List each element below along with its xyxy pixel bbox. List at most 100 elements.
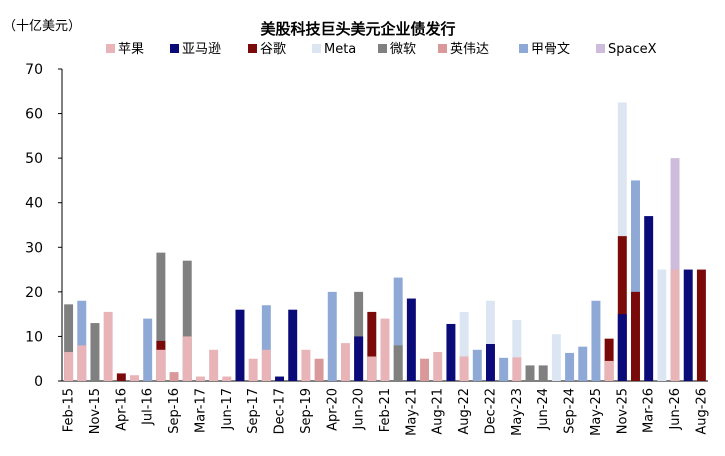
x-tick-label: Nov-15 <box>88 388 103 434</box>
y-tick-label: 50 <box>25 151 43 167</box>
bar-group <box>340 343 350 381</box>
bar-segment <box>182 336 192 381</box>
bar-segment <box>393 277 403 381</box>
bar-group <box>90 323 100 381</box>
legend-item: 苹果 <box>106 42 144 57</box>
bar-segment <box>578 346 588 381</box>
bar-segment <box>156 349 166 381</box>
legend-item: SpaceX <box>596 42 657 57</box>
bar-group <box>617 102 627 382</box>
x-tick-label: Jul-16 <box>141 388 156 426</box>
bar-group <box>261 305 271 381</box>
bar-segment <box>512 357 522 381</box>
bar-group <box>222 376 232 381</box>
legend-item: Meta <box>312 42 356 57</box>
bar-segment <box>393 345 403 381</box>
bar-segment <box>340 343 350 381</box>
bar-segment <box>512 319 522 381</box>
bar-group <box>406 298 416 381</box>
bar-group <box>538 365 548 381</box>
bar-segment <box>90 323 100 381</box>
bar-group <box>195 376 205 381</box>
legend-label: 微软 <box>390 42 416 57</box>
x-tick-label: Mar-17 <box>193 388 208 433</box>
x-tick-label: Nov-25 <box>615 388 630 434</box>
bar-group <box>77 300 87 381</box>
legend-item: 英伟达 <box>438 42 489 57</box>
bar-segment <box>604 338 614 381</box>
legend: 苹果 亚马逊 谷歌 Meta 微软 英伟达 甲骨文 SpaceX <box>106 42 657 57</box>
legend-label: 甲骨文 <box>531 42 570 57</box>
bar-segment <box>235 309 245 381</box>
bar-segment <box>565 352 575 381</box>
legend-item: 微软 <box>378 42 416 57</box>
bar-segment <box>683 269 693 381</box>
bar-segment <box>367 356 377 381</box>
bar-group <box>103 311 113 381</box>
legend-swatch <box>596 44 605 53</box>
bar-segment <box>64 352 74 381</box>
y-tick-label: 70 <box>25 62 43 78</box>
legend-label: 亚马逊 <box>182 42 221 57</box>
bar-segment <box>485 300 495 381</box>
bar-group <box>604 338 614 381</box>
bar-group <box>367 311 377 381</box>
bar-segment <box>103 311 113 381</box>
y-tick-label: 40 <box>25 196 43 212</box>
bar-group <box>644 216 654 381</box>
bar-segment <box>631 180 640 381</box>
x-tick-label: Jun-24 <box>536 388 551 431</box>
bar-group <box>499 357 509 381</box>
bar-segment <box>261 305 271 381</box>
bar-group <box>116 373 126 381</box>
legend-swatch <box>170 44 179 53</box>
bar-segment <box>617 314 627 381</box>
bar-group <box>565 352 575 381</box>
bar-segment <box>261 349 271 381</box>
legend-label: 谷歌 <box>260 42 286 57</box>
bar-group <box>393 277 403 381</box>
bar-group <box>380 318 390 381</box>
bar-group <box>578 346 588 381</box>
bar-group <box>670 158 680 381</box>
y-tick-label: 60 <box>25 107 43 123</box>
bar-segment <box>222 376 232 381</box>
legend-label: SpaceX <box>608 42 657 57</box>
bar-segment <box>116 373 126 381</box>
x-tick-label: Sep-17 <box>246 388 261 434</box>
bar-segment <box>525 365 535 381</box>
bar-group <box>683 269 693 381</box>
bar-group <box>696 269 706 381</box>
bar-segment <box>367 311 377 381</box>
bar-segment <box>143 318 153 381</box>
bar-segment <box>499 357 509 381</box>
bar-segment <box>130 375 139 381</box>
bar-group <box>235 309 245 381</box>
bar-group <box>288 309 298 381</box>
x-tick-label: May-21 <box>404 388 419 436</box>
bar-group <box>301 349 311 381</box>
bar-group <box>327 291 337 381</box>
x-tick-label: Apr-20 <box>325 388 340 431</box>
y-tick-label: 30 <box>25 240 43 256</box>
bar-segment <box>275 376 285 381</box>
legend-swatch <box>106 44 115 53</box>
bar-segment <box>314 358 324 381</box>
bar-segment <box>696 269 706 381</box>
bar-group <box>657 269 667 381</box>
x-tick-label: Dec-22 <box>484 388 499 434</box>
chart-title: 美股科技巨头美元企业债发行 <box>260 20 455 38</box>
bar-group <box>169 372 179 381</box>
bar-segment <box>327 291 337 381</box>
bar-segment <box>617 236 627 381</box>
bar-group <box>156 252 166 381</box>
bar-segment <box>248 358 258 381</box>
bar-group <box>551 334 561 381</box>
bar-group <box>433 352 443 381</box>
bar-group <box>143 318 153 381</box>
bar-segment <box>433 352 443 381</box>
bar-group <box>248 358 258 381</box>
x-tick-label: Apr-16 <box>114 388 129 431</box>
x-tick-label: Feb-21 <box>378 388 393 432</box>
x-tick-label: Jun-17 <box>220 388 235 431</box>
